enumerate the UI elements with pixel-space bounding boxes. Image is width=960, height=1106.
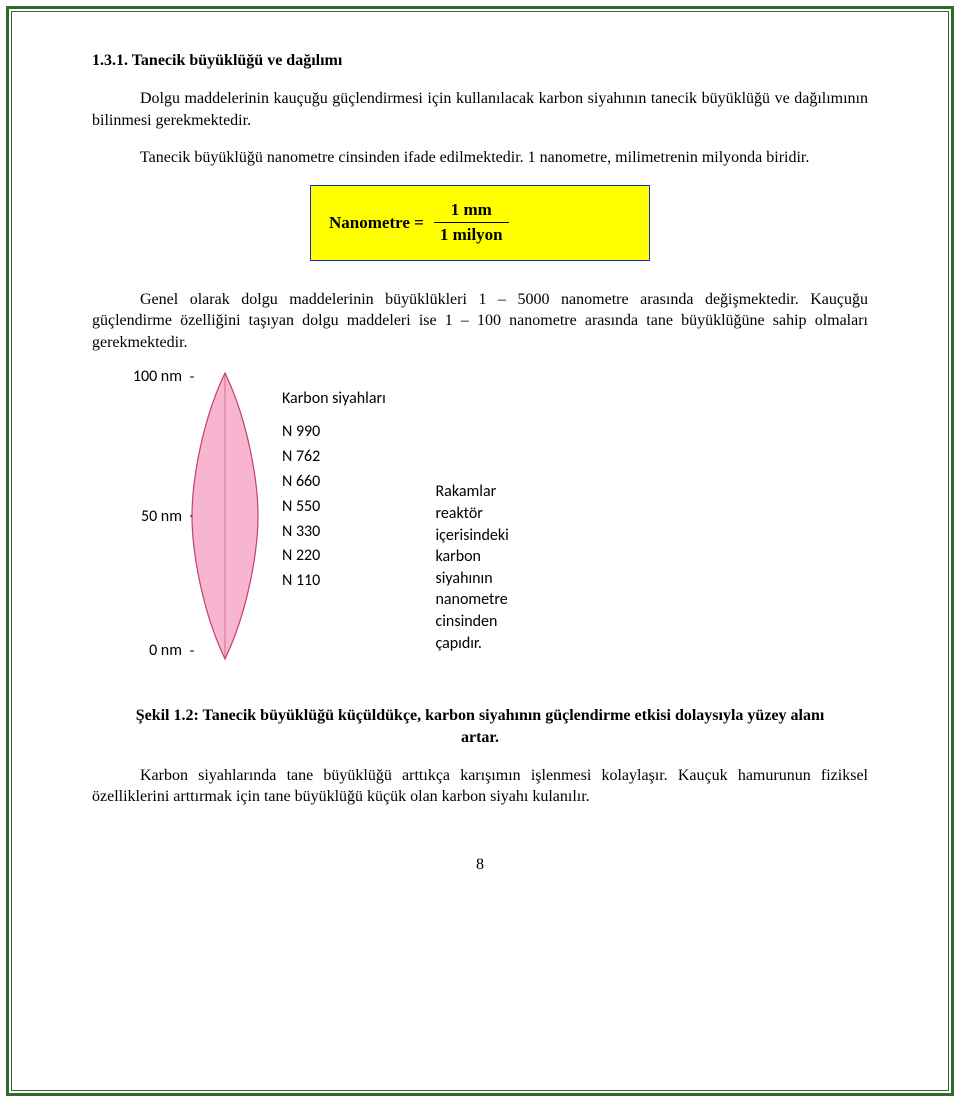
particle-size-diagram: 100 nm 50 nm 0 nm Karbon siyahları N 990… — [122, 371, 868, 671]
list-items: N 990 N 762 N 660 N 550 N 330 N 220 N 11… — [282, 420, 386, 594]
list-item: N 990 — [282, 420, 386, 445]
page-number: 8 — [92, 856, 868, 874]
fraction-bar — [434, 222, 509, 223]
figure-caption: Şekil 1.2: Tanecik büyüklüğü küçüldükçe,… — [132, 705, 828, 748]
brace-note-text: Rakamlar reaktör içerisindeki karbon siy… — [435, 481, 531, 654]
paragraph-2: Tanecik büyüklüğü nanometre cinsinden if… — [92, 147, 868, 169]
page-border-outer: 1.3.1. Tanecik büyüklüğü ve dağılımı Dol… — [6, 6, 954, 1096]
axis-label-mid: 50 nm — [141, 507, 182, 526]
spindle-shape-icon — [190, 371, 260, 671]
formula-numerator: 1 mm — [445, 200, 498, 220]
axis-column: 100 nm 50 nm 0 nm — [122, 371, 190, 671]
axis-label-top: 100 nm — [133, 367, 182, 386]
section-heading: 1.3.1. Tanecik büyüklüğü ve dağılımı — [92, 52, 868, 70]
list-item: N 762 — [282, 445, 386, 470]
curly-brace-icon — [420, 493, 425, 643]
paragraph-3: Genel olarak dolgu maddelerinin büyüklük… — [92, 289, 868, 354]
spindle-column — [190, 371, 260, 671]
brace-and-note: Rakamlar reaktör içerisindeki karbon siy… — [420, 481, 531, 654]
formula-denominator: 1 milyon — [434, 225, 509, 245]
carbon-black-list-column: Karbon siyahları N 990 N 762 N 660 N 550… — [260, 371, 386, 671]
paragraph-4: Karbon siyahlarında tane büyüklüğü arttı… — [92, 765, 868, 808]
list-item: N 220 — [282, 544, 386, 569]
list-title: Karbon siyahları — [282, 389, 386, 408]
formula-fraction: 1 mm 1 milyon — [434, 200, 509, 246]
formula-lhs: Nanometre = — [329, 213, 424, 233]
list-item: N 660 — [282, 470, 386, 495]
page-border-inner: 1.3.1. Tanecik büyüklüğü ve dağılımı Dol… — [11, 11, 949, 1091]
axis-label-bot: 0 nm — [149, 641, 182, 660]
list-item: N 110 — [282, 569, 386, 594]
list-item: N 330 — [282, 520, 386, 545]
paragraph-1: Dolgu maddelerinin kauçuğu güçlendirmesi… — [92, 88, 868, 131]
list-item: N 550 — [282, 495, 386, 520]
formula-box: Nanometre = 1 mm 1 milyon — [310, 185, 650, 261]
